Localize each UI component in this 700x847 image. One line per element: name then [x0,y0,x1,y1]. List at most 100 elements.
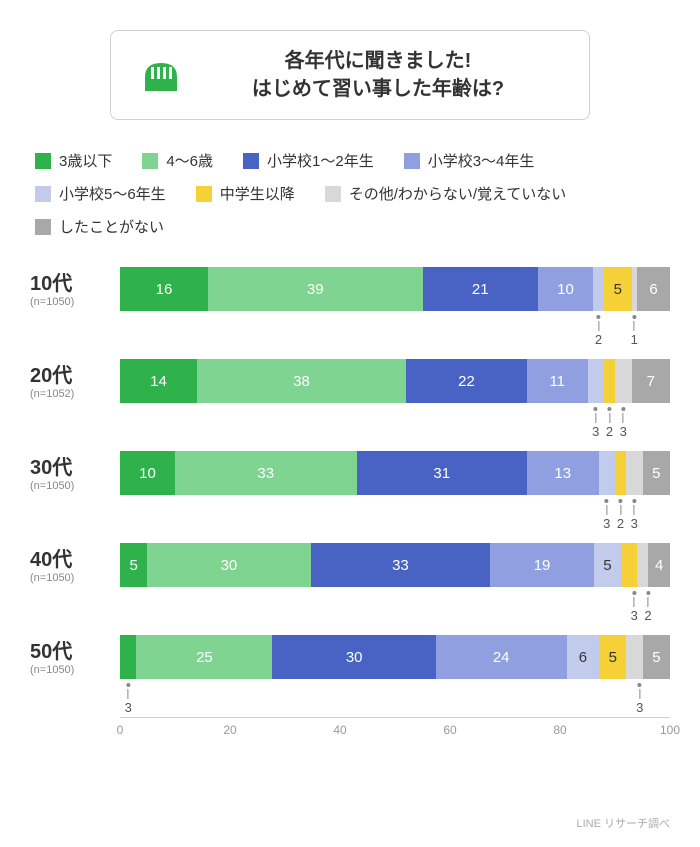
bar-segment: 10 [538,267,593,311]
callout-label: 3 [620,407,627,438]
row-label: 30代(n=1050) [30,451,110,492]
callout-label: 2 [595,315,602,346]
stacked-bar: 163921102516 [120,267,670,311]
legend-swatch [35,186,51,202]
legend-swatch [404,153,420,169]
callout-label: 3 [636,683,643,714]
axis-tick: 60 [443,723,456,737]
row-age: 40代 [30,543,110,572]
x-axis: 020406080100 [120,717,670,718]
stacked-bar: 143822113237 [120,359,670,403]
row-sample-size: (n=1050) [30,296,110,308]
callout-label: 1 [631,315,638,346]
legend-item: 小学校5〜6年生 [35,183,166,204]
bar-segment: 38 [197,359,406,403]
bar-segment: 10 [120,451,175,495]
axis-tick: 20 [223,723,236,737]
bar-segment: 33 [311,543,491,587]
bar-segment: 14 [120,359,197,403]
axis-tick: 40 [333,723,346,737]
legend-item: 4〜6歳 [142,150,213,171]
callout-label: 3 [631,591,638,622]
bar-segment [120,635,136,679]
legend-item: その他/わからない/覚えていない [325,183,567,204]
legend-item: 小学校1〜2年生 [243,150,374,171]
bar-segment: 30 [272,635,435,679]
legend-label: 小学校1〜2年生 [267,150,374,171]
chart-title: 各年代に聞きました! はじめて習い事した年齢は? [197,47,559,103]
title-line-2: はじめて習い事した年齢は? [197,75,559,103]
legend-label: 小学校5〜6年生 [59,183,166,204]
row-label: 20代(n=1052) [30,359,110,400]
callout-label: 3 [603,499,610,530]
row-age: 20代 [30,359,110,388]
stacked-bar: 53033195324 [120,543,670,587]
legend-label: 3歳以下 [59,150,112,171]
legend-swatch [142,153,158,169]
chart-row: 30代(n=1050)103331133235 [120,451,670,495]
legend-swatch [35,219,51,235]
legend: 3歳以下 4〜6歳 小学校1〜2年生 小学校3〜4年生小学校5〜6年生 中学生以降 その他… [30,150,670,237]
logo-icon [141,55,181,95]
callout-label: 3 [592,407,599,438]
bar-segment: 16 [120,267,208,311]
bar-segment [593,267,604,311]
bar-segment: 6 [567,635,600,679]
callout-label: 2 [617,499,624,530]
bar-segment: 39 [208,267,423,311]
callout-label: 3 [631,499,638,530]
bar-segment [615,451,626,495]
legend-label: その他/わからない/覚えていない [349,183,567,204]
bar-segment [637,543,648,587]
bar-segment: 13 [527,451,599,495]
bar-segment: 30 [147,543,310,587]
row-sample-size: (n=1052) [30,388,110,400]
bar-segment: 5 [594,543,621,587]
bar-segment [588,359,605,403]
bar-segment: 7 [632,359,671,403]
bar-segment: 5 [643,451,671,495]
axis-tick: 80 [553,723,566,737]
legend-label: 中学生以降 [220,183,295,204]
stacked-bar: 103331133235 [120,451,670,495]
chart-row: 20代(n=1052)143822113237 [120,359,670,403]
bar-segment [599,451,616,495]
bar-segment [604,359,615,403]
bar-segment: 6 [637,267,670,311]
bar-segment [615,359,632,403]
title-box: 各年代に聞きました! はじめて習い事した年齢は? [110,30,590,120]
callout-label: 2 [606,407,613,438]
bar-segment: 22 [406,359,527,403]
bar-segment: 25 [136,635,272,679]
legend-swatch [35,153,51,169]
bar-segment [626,451,643,495]
axis-tick: 0 [117,723,124,737]
row-age: 50代 [30,635,110,664]
title-line-1: 各年代に聞きました! [197,47,559,75]
bar-segment: 31 [357,451,528,495]
stacked-bar: 32530246535 [120,635,670,679]
bar-segment: 21 [423,267,539,311]
legend-label: したことがない [59,216,164,237]
legend-swatch [196,186,212,202]
bar-segment [621,543,637,587]
credit-text: LINE リサーチ調べ [576,815,670,831]
legend-label: 小学校3〜4年生 [428,150,535,171]
chart-row: 10代(n=1050)163921102516 [120,267,670,311]
legend-item: 3歳以下 [35,150,112,171]
chart-area: 10代(n=1050)16392110251620代(n=1052)143822… [30,267,670,758]
axis-tick: 100 [660,723,680,737]
row-label: 10代(n=1050) [30,267,110,308]
callout-label: 2 [644,591,651,622]
row-sample-size: (n=1050) [30,664,110,676]
legend-item: 小学校3〜4年生 [404,150,535,171]
legend-label: 4〜6歳 [166,150,213,171]
callout-label: 3 [125,683,132,714]
bar-segment: 19 [490,543,593,587]
bar-segment: 5 [643,635,670,679]
bar-segment [626,635,642,679]
row-age: 10代 [30,267,110,296]
row-sample-size: (n=1050) [30,572,110,584]
legend-swatch [325,186,341,202]
bar-segment: 5 [604,267,632,311]
